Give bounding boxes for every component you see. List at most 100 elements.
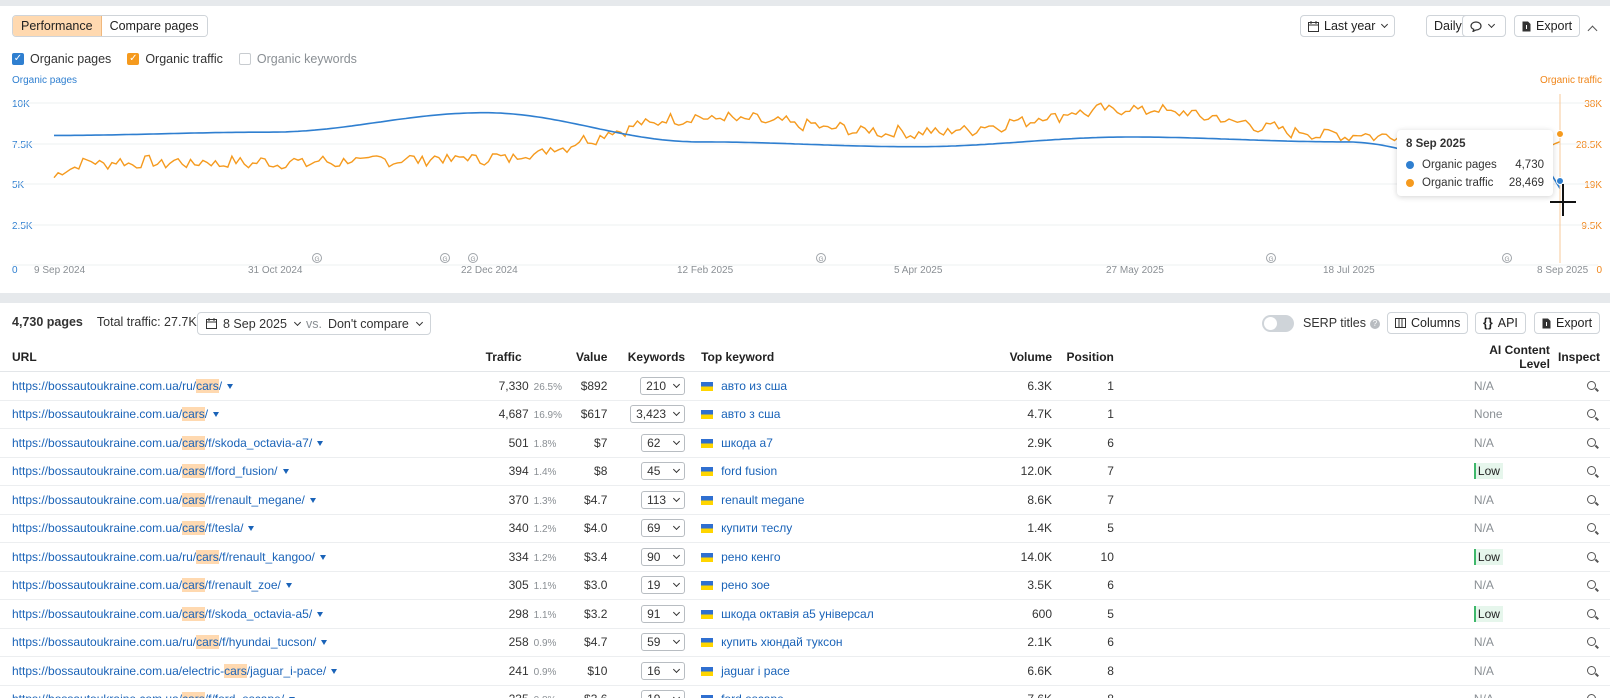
top-keyword-link[interactable]: авто з сша [721, 407, 781, 422]
url-link[interactable]: https://bossautoukraine.com.ua/cars/f/sk… [12, 435, 312, 450]
google-update-marker[interactable]: G [468, 253, 478, 264]
url-menu-icon[interactable] [317, 611, 324, 617]
tab-compare-pages[interactable]: Compare pages [101, 16, 207, 36]
keywords-dropdown[interactable]: 45 [641, 462, 686, 481]
keywords-dropdown[interactable]: 19 [641, 690, 686, 698]
url-link[interactable]: https://bossautoukraine.com.ua/cars/f/fo… [12, 692, 284, 698]
col-value[interactable]: Value [561, 343, 612, 372]
top-keyword-link[interactable]: шкода октавія а5 універсал [721, 606, 874, 621]
date-compare-picker[interactable]: 8 Sep 2025 vs. Don't compare [197, 312, 431, 335]
table-export-button[interactable]: Export [1534, 312, 1601, 334]
legend-organic-traffic[interactable]: ✓ Organic traffic [127, 52, 223, 66]
top-keyword-link[interactable]: купить хюндай туксон [721, 635, 843, 650]
search-icon[interactable] [1587, 580, 1596, 590]
keywords-dropdown[interactable]: 62 [641, 433, 686, 452]
position-cell: 1 [1056, 400, 1118, 429]
legend-organic-pages[interactable]: ✓ Organic pages [12, 52, 111, 66]
google-update-marker[interactable]: G [1502, 253, 1512, 264]
url-link[interactable]: https://bossautoukraine.com.ua/electric-… [12, 663, 326, 678]
top-keyword-link[interactable]: шкода а7 [721, 435, 773, 450]
url-menu-icon[interactable] [319, 554, 326, 560]
keywords-cell: 113 [611, 485, 690, 515]
keywords-dropdown[interactable]: 19 [641, 576, 686, 595]
url-menu-icon[interactable] [331, 668, 338, 674]
url-menu-icon[interactable] [317, 440, 324, 446]
search-icon[interactable] [1587, 523, 1596, 533]
top-keyword-link[interactable]: ford fusion [721, 464, 778, 479]
selected-date[interactable]: 8 Sep 2025 [223, 316, 287, 331]
top-keyword-link[interactable]: jaguar i pace [721, 663, 790, 678]
url-cell: https://bossautoukraine.com.ua/cars/f/sk… [0, 599, 477, 629]
search-icon[interactable] [1587, 380, 1596, 390]
columns-button[interactable]: Columns [1387, 312, 1469, 334]
search-icon[interactable] [1587, 665, 1596, 675]
google-update-marker[interactable]: G [440, 253, 450, 264]
top-keyword-link[interactable]: рено зое [721, 578, 770, 593]
search-icon[interactable] [1587, 409, 1596, 419]
checkbox-icon[interactable]: ✓ [12, 53, 24, 65]
search-icon[interactable] [1587, 494, 1596, 504]
url-menu-icon[interactable] [282, 469, 289, 475]
chart-export-button[interactable]: Export [1514, 15, 1581, 37]
url-menu-icon[interactable] [285, 583, 292, 589]
url-link[interactable]: https://bossautoukraine.com.ua/cars/f/sk… [12, 606, 312, 621]
url-menu-icon[interactable] [248, 526, 255, 532]
col-position[interactable]: Position [1056, 343, 1118, 372]
search-icon[interactable] [1587, 608, 1596, 618]
url-link[interactable]: https://bossautoukraine.com.ua/ru/cars/ [12, 378, 222, 393]
help-icon[interactable]: ? [1370, 319, 1380, 329]
checkbox-icon[interactable] [238, 53, 251, 65]
url-menu-icon[interactable] [309, 497, 316, 503]
search-icon[interactable] [1587, 694, 1596, 698]
url-link[interactable]: https://bossautoukraine.com.ua/cars/f/fo… [12, 464, 278, 479]
top-keyword-link[interactable]: купити теслу [721, 521, 793, 536]
search-icon[interactable] [1587, 466, 1596, 476]
col-ai-content-level[interactable]: AI Content Level [1459, 343, 1554, 372]
col-traffic[interactable]: Traffic [476, 343, 562, 372]
legend-organic-keywords[interactable]: Organic keywords [238, 52, 357, 66]
compare-select[interactable]: Don't compare [327, 316, 409, 331]
serp-titles-toggle[interactable] [1262, 315, 1294, 332]
top-keyword-link[interactable]: ford escape [721, 692, 784, 698]
search-icon[interactable] [1587, 637, 1596, 647]
api-label: API [1497, 316, 1518, 330]
keywords-dropdown[interactable]: 91 [641, 604, 686, 623]
keywords-dropdown[interactable]: 90 [641, 547, 686, 566]
url-link[interactable]: https://bossautoukraine.com.ua/cars/ [12, 407, 208, 422]
annotations-dropdown[interactable] [1462, 15, 1506, 37]
url-highlight: cars [196, 549, 219, 564]
checkbox-icon[interactable]: ✓ [127, 53, 140, 65]
top-keyword-link[interactable]: renault megane [721, 492, 805, 507]
col-url[interactable]: URL [0, 343, 477, 372]
google-update-marker[interactable]: G [312, 253, 322, 264]
url-menu-icon[interactable] [213, 412, 220, 418]
top-keyword-link[interactable]: авто из сша [721, 378, 788, 393]
url-menu-icon[interactable] [227, 383, 234, 389]
col-keywords[interactable]: Keywords [611, 343, 690, 372]
url-link[interactable]: https://bossautoukraine.com.ua/ru/cars/f… [12, 549, 315, 564]
keywords-dropdown[interactable]: 16 [641, 661, 686, 680]
url-menu-icon[interactable] [321, 640, 328, 646]
keywords-dropdown[interactable]: 59 [641, 633, 686, 652]
api-button[interactable]: {} API [1475, 312, 1526, 334]
search-icon[interactable] [1587, 551, 1596, 561]
google-update-marker[interactable]: G [816, 253, 826, 264]
url-link[interactable]: https://bossautoukraine.com.ua/cars/f/re… [12, 492, 305, 507]
url-link[interactable]: https://bossautoukraine.com.ua/ru/cars/f… [12, 635, 316, 650]
url-link[interactable]: https://bossautoukraine.com.ua/cars/f/te… [12, 521, 243, 536]
keywords-dropdown[interactable]: 3,423 [630, 405, 686, 424]
tab-performance[interactable]: Performance [13, 16, 102, 36]
top-keyword-link[interactable]: рено кенго [721, 549, 781, 564]
position-cell: 1 [1056, 371, 1118, 401]
url-link[interactable]: https://bossautoukraine.com.ua/cars/f/re… [12, 578, 281, 593]
keywords-dropdown[interactable]: 69 [641, 519, 686, 538]
keywords-dropdown[interactable]: 210 [640, 376, 686, 395]
date-range-dropdown[interactable]: Last year [1300, 15, 1396, 37]
col-volume[interactable]: Volume [986, 343, 1057, 372]
keywords-dropdown[interactable]: 113 [640, 490, 686, 509]
google-update-marker[interactable]: G [1266, 253, 1276, 264]
url-part: https://bossautoukraine.com.ua/ru/ [12, 635, 197, 650]
col-top-keyword[interactable]: Top keyword [689, 343, 987, 372]
search-icon[interactable] [1587, 437, 1596, 447]
